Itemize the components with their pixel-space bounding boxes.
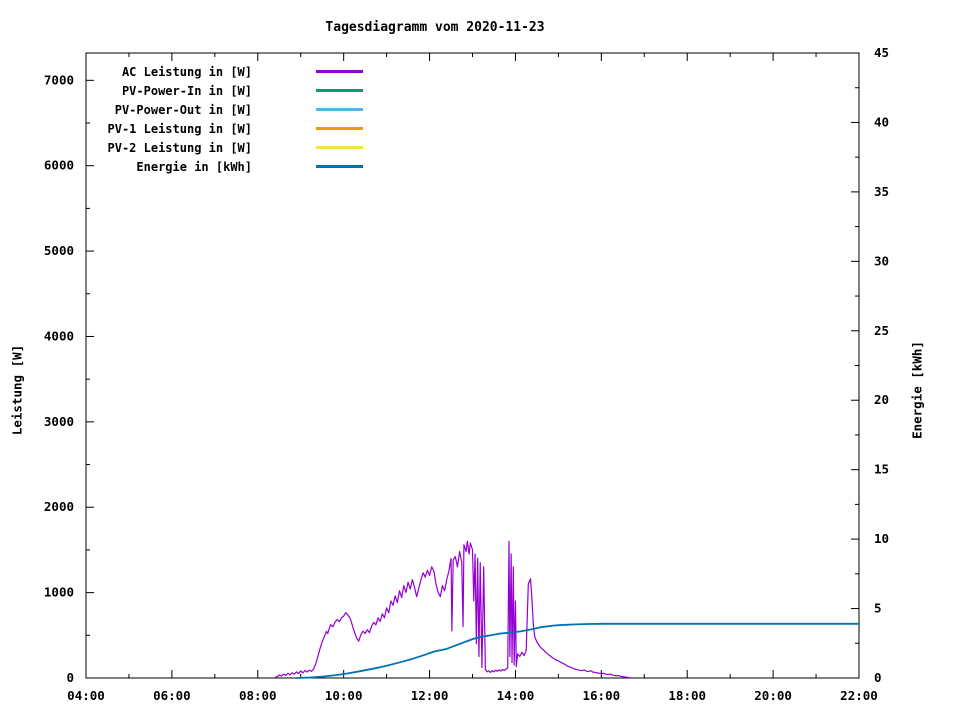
x-tick-label: 22:00 xyxy=(840,688,878,703)
legend-item-pv-power-out: PV-Power-Out in [W] xyxy=(90,100,363,119)
y-left-tick-label: 0 xyxy=(66,670,74,685)
legend-line-sample xyxy=(316,165,363,168)
legend: AC Leistung in [W] PV-Power-In in [W] PV… xyxy=(90,62,363,176)
legend-item-energie: Energie in [kWh] xyxy=(90,157,363,176)
legend-line-sample xyxy=(316,70,363,73)
x-tick-label: 06:00 xyxy=(153,688,191,703)
series-line-energie-in-kwh- xyxy=(296,622,859,679)
x-tick-label: 08:00 xyxy=(239,688,277,703)
y-right-tick-label: 45 xyxy=(874,45,889,60)
legend-line-sample xyxy=(316,127,363,130)
chart-title: Tagesdiagramm vom 2020-11-23 xyxy=(325,20,545,35)
legend-label: PV-Power-Out in [W] xyxy=(114,102,252,117)
y-right-tick-label: 0 xyxy=(874,670,882,685)
y-left-tick-label: 2000 xyxy=(44,499,74,514)
y-right-tick-label: 20 xyxy=(874,392,889,407)
legend-label: PV-1 Leistung in [W] xyxy=(107,121,253,136)
legend-item-ac-leistung: AC Leistung in [W] xyxy=(90,62,363,81)
y-left-tick-label: 3000 xyxy=(44,414,74,429)
x-tick-label: 14:00 xyxy=(497,688,535,703)
y-left-tick-label: 6000 xyxy=(44,158,74,173)
x-tick-label: 04:00 xyxy=(67,688,105,703)
y-right-tick-label: 15 xyxy=(874,462,889,477)
y-left-tick-label: 5000 xyxy=(44,243,74,258)
y-axis-label-right: Energie [kWh] xyxy=(909,341,925,439)
x-tick-label: 12:00 xyxy=(411,688,449,703)
x-tick-label: 10:00 xyxy=(325,688,363,703)
y-right-tick-label: 25 xyxy=(874,323,889,338)
y-right-tick-label: 5 xyxy=(874,601,882,616)
y-left-tick-label: 7000 xyxy=(44,72,74,87)
legend-line-sample xyxy=(316,89,363,92)
y-right-tick-label: 10 xyxy=(874,531,889,546)
x-tick-label: 16:00 xyxy=(583,688,621,703)
legend-label: PV-Power-In in [W] xyxy=(121,83,252,98)
y-left-tick-label: 4000 xyxy=(44,328,74,343)
legend-item-pv-power-in: PV-Power-In in [W] xyxy=(90,81,363,100)
legend-line-sample xyxy=(316,146,363,149)
legend-item-pv2-leistung: PV-2 Leistung in [W] xyxy=(90,138,363,157)
y-left-tick-label: 1000 xyxy=(44,585,74,600)
legend-item-pv1-leistung: PV-1 Leistung in [W] xyxy=(90,119,363,138)
legend-label: AC Leistung in [W] xyxy=(121,64,252,79)
y-right-tick-label: 35 xyxy=(874,184,889,199)
legend-label: PV-2 Leistung in [W] xyxy=(107,140,253,155)
x-tick-label: 20:00 xyxy=(754,688,792,703)
legend-label: Energie in [kWh] xyxy=(136,159,252,174)
y-axis-label-left: Leistung [W] xyxy=(9,344,25,436)
x-tick-label: 18:00 xyxy=(668,688,706,703)
legend-line-sample xyxy=(316,108,363,111)
series-line-ac-leistung-in-w- xyxy=(274,540,632,679)
y-right-tick-label: 40 xyxy=(874,114,889,129)
y-right-tick-label: 30 xyxy=(874,253,889,268)
